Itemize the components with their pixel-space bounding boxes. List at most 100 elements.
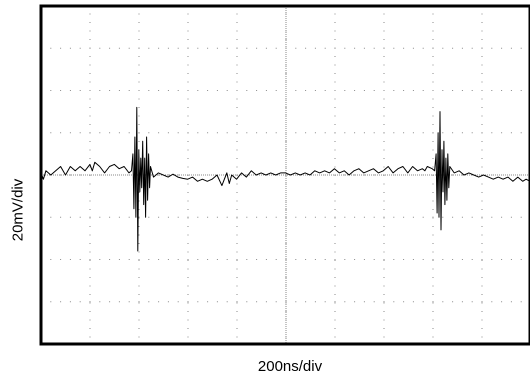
center-axis-tick — [297, 174, 298, 176]
grid-dot — [481, 268, 483, 270]
grid-dot — [481, 158, 483, 159]
center-axis-tick — [285, 240, 287, 241]
grid-dot — [138, 260, 140, 261]
grid-dot — [432, 301, 434, 303]
grid-dot — [236, 13, 238, 15]
center-axis-tick — [285, 282, 287, 283]
center-axis-tick — [161, 174, 162, 176]
grid-dot — [187, 166, 189, 168]
grid-dot — [99, 216, 101, 218]
grid-dot — [60, 259, 62, 260]
grid-dot — [89, 336, 91, 338]
grid-dot — [187, 294, 189, 295]
grid-dot — [432, 319, 434, 321]
grid-dot — [363, 132, 365, 134]
grid-dot — [363, 47, 365, 49]
grid-dot — [69, 301, 71, 303]
grid-dot — [236, 294, 238, 295]
grid-dot — [491, 47, 493, 49]
grid-dot — [520, 216, 522, 218]
center-axis-tick — [363, 174, 364, 176]
grid-dot — [236, 90, 238, 91]
center-axis-tick — [85, 174, 86, 176]
grid-dot — [60, 90, 62, 91]
center-axis-tick — [285, 166, 287, 167]
center-axis-tick — [213, 174, 214, 176]
grid-dot — [109, 90, 111, 91]
center-axis-tick — [285, 8, 287, 9]
grid-dot — [412, 90, 414, 91]
grid-dot — [265, 216, 267, 218]
grid-dot — [510, 132, 512, 134]
center-axis-tick — [285, 76, 287, 77]
grid-dot — [207, 90, 209, 91]
center-axis-tick — [287, 174, 288, 176]
grid-dot — [510, 47, 512, 49]
center-axis-tick — [285, 262, 287, 263]
grid-dot — [89, 56, 91, 57]
grid-dot — [432, 234, 434, 236]
grid-dot — [207, 47, 209, 49]
grid-dot — [187, 336, 189, 338]
grid-dot — [285, 73, 287, 74]
grid-dot — [148, 47, 150, 49]
grid-dot — [481, 226, 483, 227]
center-axis-tick — [87, 174, 88, 176]
grid-dot — [471, 259, 473, 260]
center-axis-tick — [285, 324, 287, 325]
center-axis-tick — [273, 174, 274, 176]
center-axis-tick — [329, 174, 330, 176]
grid-dot — [334, 132, 336, 134]
center-axis-tick — [115, 174, 116, 176]
center-axis-tick — [323, 174, 324, 176]
grid-dot — [422, 90, 424, 91]
center-axis-tick — [97, 174, 98, 176]
grid-dot — [334, 216, 336, 218]
grid-dot — [167, 301, 169, 303]
grid-dot — [520, 132, 522, 134]
grid-dot — [275, 47, 277, 49]
center-axis-tick — [285, 22, 287, 23]
grid-dot — [89, 22, 91, 23]
center-axis-tick — [67, 174, 68, 176]
center-axis-tick — [285, 184, 287, 185]
center-axis-tick — [285, 198, 287, 199]
center-axis-tick — [285, 72, 287, 73]
grid-dot — [383, 115, 385, 117]
grid-dot — [481, 336, 483, 338]
grid-dot — [373, 47, 375, 49]
center-axis-tick — [285, 234, 287, 235]
grid-dot — [383, 73, 385, 74]
center-axis-tick — [205, 174, 206, 176]
center-axis-tick — [285, 62, 287, 63]
grid-dot — [481, 22, 483, 23]
grid-dot — [177, 301, 179, 303]
grid-dot — [481, 166, 483, 168]
grid-dot — [383, 216, 385, 218]
grid-dot — [226, 216, 228, 218]
grid-dot — [432, 336, 434, 338]
center-axis-tick — [285, 56, 287, 57]
grid-dot — [334, 234, 336, 236]
grid-dot — [128, 216, 130, 218]
grid-dot — [275, 301, 277, 303]
grid-dot — [79, 47, 81, 49]
center-axis-tick — [45, 174, 46, 176]
y-axis-label: 20mV/div — [9, 178, 27, 242]
grid-dot — [393, 132, 395, 134]
grid-dot — [187, 81, 189, 83]
center-axis-tick — [61, 174, 62, 176]
grid-dot — [383, 47, 385, 49]
center-axis-tick — [285, 254, 287, 255]
grid-dot — [256, 47, 258, 49]
grid-dot — [383, 226, 385, 227]
grid-dot — [177, 174, 179, 176]
center-axis-tick — [285, 46, 287, 47]
grid-dot — [138, 56, 140, 57]
center-axis-tick — [285, 332, 287, 333]
center-axis-tick — [285, 304, 287, 305]
grid-dot — [314, 132, 316, 134]
grid-dot — [481, 328, 483, 329]
grid-dot — [334, 268, 336, 270]
center-axis-tick — [269, 174, 270, 176]
